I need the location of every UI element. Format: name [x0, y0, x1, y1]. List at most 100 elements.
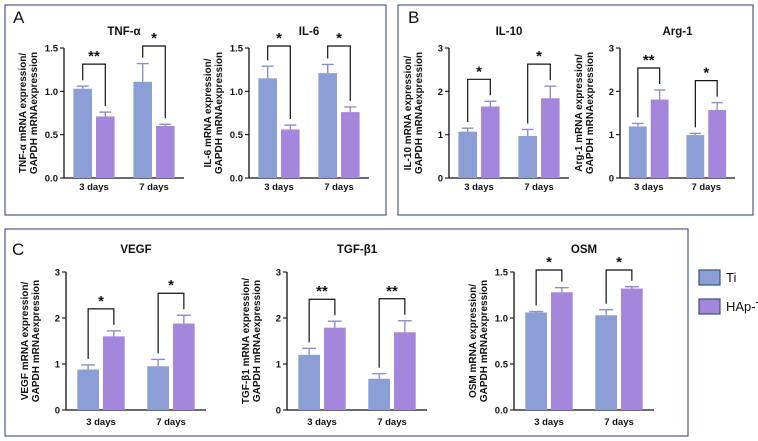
y-axis-label-line: IL-10 mRNA expression/	[403, 55, 414, 170]
bar-hap-ti-1	[650, 99, 669, 178]
significance-marker: **	[386, 283, 398, 300]
y-axis-label: TGF-β1 mRNA expression/GAPDH mRNAexpress…	[241, 278, 263, 405]
chart-tnf: TNF-α TNF-α mRNA expression/GAPDH mRNAexp…	[18, 26, 184, 193]
x-category-label: 3 days	[464, 182, 494, 193]
y-axis-label: OSM mRNA expression/GAPDH mRNAexpression	[468, 280, 490, 402]
bar-hap-ti-1	[96, 116, 115, 178]
panel-frame-B	[397, 4, 754, 216]
y-tick-label: 3	[55, 268, 60, 279]
x-category-label: 7 days	[691, 182, 721, 193]
significance-bracket	[527, 63, 551, 124]
chart-title: IL-6	[299, 26, 319, 38]
y-axis-label-line: GAPDH mRNAexpression	[414, 52, 425, 174]
y-tick-label: 1.0	[230, 87, 243, 98]
y-tick-label: 0.5	[495, 360, 509, 371]
y-axis-label-line: GAPDH mRNAexpression	[29, 52, 40, 174]
y-tick-label: 0	[438, 174, 443, 185]
y-tick-label: 1.0	[495, 314, 508, 325]
significance-bracket	[378, 298, 406, 368]
y-tick-label: 0.0	[45, 174, 58, 185]
y-tick-label: 2	[55, 314, 60, 325]
y-axis-label-line: TGF-β1 mRNA expression/	[241, 278, 252, 405]
significance-bracket	[535, 269, 563, 306]
legend: Ti HAp-Ti	[698, 269, 758, 315]
significance-marker: *	[168, 277, 174, 294]
significance-bracket	[605, 269, 633, 304]
significance-marker: *	[536, 48, 542, 65]
y-tick-label: 2	[276, 314, 281, 325]
bar-hap-ti-2	[541, 98, 560, 178]
x-category-label: 3 days	[86, 417, 116, 428]
x-category-label: 7 days	[324, 182, 354, 193]
y-tick-label: 0	[276, 406, 281, 417]
y-axis-label-line: GAPDH mRNAexpression	[479, 280, 490, 402]
x-category-label: 7 days	[139, 182, 169, 193]
bar-hap-ti-2	[173, 323, 195, 410]
bar-ti-1	[77, 369, 99, 410]
significance-bracket	[82, 63, 106, 107]
bar-ti-2	[595, 315, 617, 410]
y-axis-label-line: GAPDH mRNAexpression	[214, 52, 225, 174]
panel-frame-C	[4, 228, 689, 437]
y-tick-label: 0.0	[230, 174, 243, 185]
bar-ti-1	[258, 78, 277, 178]
y-axis-label-line: IL-6 mRNA expression/	[203, 58, 214, 167]
bar-ti-2	[147, 366, 169, 410]
legend-label-ti: Ti	[726, 270, 736, 285]
bar-ti-2	[133, 81, 152, 178]
x-category-label: 7 days	[604, 417, 634, 428]
y-tick-label: 1.5	[45, 44, 59, 55]
significance-marker: *	[616, 254, 622, 271]
y-tick-label: 3	[276, 268, 281, 279]
chart-tgfb1: TGF-β1 TGF-β1 mRNA expression/GAPDH mRNAe…	[241, 244, 427, 428]
bar-hap-ti-2	[708, 109, 727, 178]
y-tick-label: 1	[609, 130, 615, 141]
y-tick-label: 0	[55, 406, 60, 417]
significance-marker: *	[336, 30, 342, 47]
panel-letter-A: A	[13, 8, 25, 27]
y-axis-label-line: VEGF mRNA expression/	[20, 282, 31, 401]
significance-bracket	[467, 78, 491, 123]
y-tick-label: 0.5	[45, 130, 59, 141]
y-tick-label: 3	[609, 44, 614, 55]
legend-swatch-hap-ti	[698, 298, 721, 315]
significance-marker: **	[316, 283, 328, 300]
y-tick-label: 2	[438, 87, 443, 98]
chart-title: TNF-α	[107, 26, 140, 38]
y-axis-label-line: GAPDH mRNAexpression	[31, 280, 42, 402]
significance-bracket	[142, 45, 166, 119]
bar-ti-2	[686, 135, 705, 178]
y-tick-label: 2	[609, 87, 614, 98]
significance-bracket	[157, 292, 185, 354]
significance-marker: *	[276, 30, 282, 47]
x-category-label: 3 days	[634, 182, 664, 193]
significance-bracket	[637, 67, 661, 118]
significance-bracket	[267, 45, 291, 120]
y-tick-label: 0.0	[495, 406, 508, 417]
x-category-label: 7 days	[156, 417, 186, 428]
bar-hap-ti-2	[341, 112, 360, 178]
chart-title: IL-10	[496, 26, 523, 38]
y-tick-label: 1.5	[230, 44, 244, 55]
legend-swatch-ti	[698, 269, 721, 286]
significance-bracket	[327, 45, 351, 101]
bar-ti-1	[628, 126, 647, 178]
y-axis-label-line: GAPDH mRNAexpression	[585, 52, 596, 174]
chart-il6: IL-6 IL-6 mRNA expression/GAPDH mRNAexpre…	[203, 26, 369, 193]
significance-marker: **	[88, 48, 100, 65]
charts-layer: TNF-α TNF-α mRNA expression/GAPDH mRNAexp…	[18, 26, 735, 428]
y-axis-label-line: GAPDH mRNAexpression	[252, 280, 263, 402]
chart-osm: OSM OSM mRNA expression/GAPDH mRNAexpress…	[468, 244, 654, 428]
chart-arg1: Arg-1 Arg-1 mRNA expression/GAPDH mRNAexp…	[574, 26, 735, 193]
y-axis-label-line: TNF-α mRNA expression/	[18, 53, 29, 173]
y-tick-label: 0	[609, 174, 614, 185]
x-category-label: 3 days	[79, 182, 109, 193]
bar-hap-ti-2	[621, 288, 643, 410]
chart-vegf: VEGF VEGF mRNA expression/GAPDH mRNAexpre…	[20, 244, 206, 428]
bar-ti-1	[458, 131, 477, 178]
y-tick-label: 1	[55, 360, 61, 371]
y-axis-label: TNF-α mRNA expression/GAPDH mRNAexpressi…	[18, 52, 40, 174]
bar-hap-ti-2	[156, 126, 175, 178]
y-axis-label: IL-6 mRNA expression/GAPDH mRNAexpressio…	[203, 52, 225, 174]
